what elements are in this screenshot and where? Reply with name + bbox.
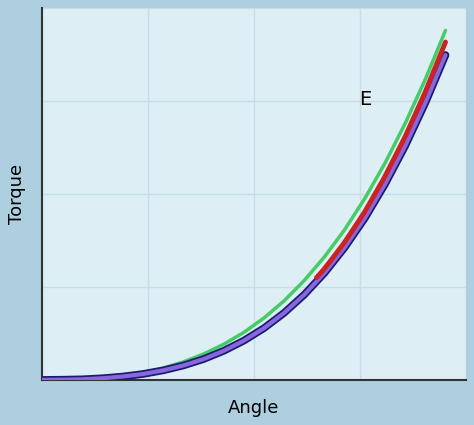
Y-axis label: Torque: Torque	[9, 164, 27, 224]
X-axis label: Angle: Angle	[228, 399, 280, 416]
Text: E: E	[359, 90, 371, 109]
